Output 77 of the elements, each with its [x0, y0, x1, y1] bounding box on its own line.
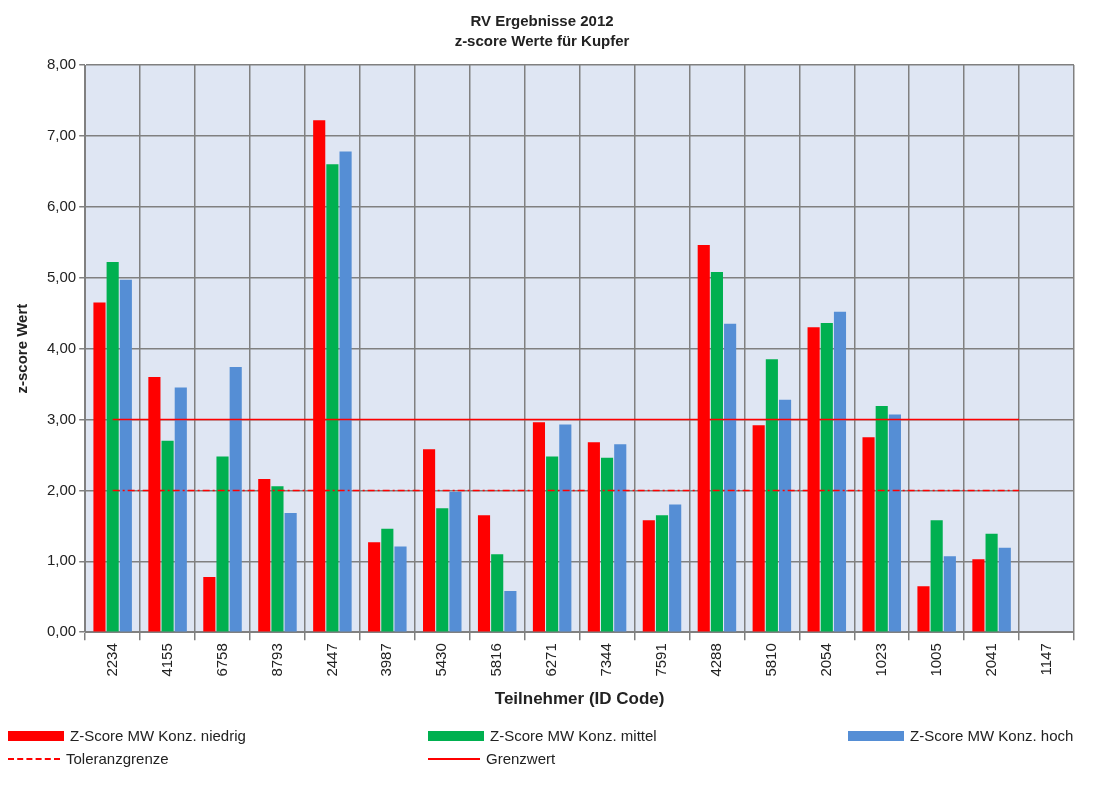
bar	[888, 414, 901, 632]
bar	[601, 457, 614, 632]
chart-subtitle: z-score Werte für Kupfer	[454, 32, 630, 50]
x-tick-label: 2041	[981, 643, 999, 677]
y-tick-label: 2,00	[46, 480, 77, 498]
legend-label: Z-Score MW Konz. mittel	[490, 727, 657, 744]
bar	[943, 556, 956, 632]
x-tick-label: 5810	[762, 643, 780, 677]
bar	[710, 272, 723, 632]
y-tick-label: 6,00	[46, 196, 77, 214]
bar	[174, 387, 187, 632]
bar	[972, 559, 985, 632]
y-tick-label: 3,00	[46, 409, 77, 427]
x-tick-label: 5430	[432, 643, 450, 677]
y-tick-label: 4,00	[46, 338, 77, 356]
bar	[833, 311, 847, 632]
bar	[546, 456, 559, 632]
x-tick-label: 2234	[102, 643, 120, 677]
bar	[93, 302, 106, 632]
legend-label: Z-Score MW Konz. hoch	[910, 727, 1074, 744]
x-tick-label: 1023	[871, 643, 889, 677]
y-tick-label: 7,00	[46, 126, 77, 144]
y-tick-label: 8,00	[46, 55, 77, 73]
bar	[504, 591, 517, 632]
bar	[381, 528, 394, 632]
x-tick-label: 1005	[926, 643, 944, 677]
bar	[449, 491, 462, 632]
bar	[284, 513, 297, 632]
bar	[998, 547, 1011, 632]
x-tick-label: 1147	[1036, 643, 1054, 676]
x-tick-label: 5816	[487, 643, 505, 677]
x-axis-title: Teilnehmer (ID Code)	[494, 689, 665, 709]
bar	[216, 456, 229, 632]
bar	[820, 323, 833, 632]
bar	[930, 520, 943, 632]
bar	[559, 424, 572, 632]
x-tick-label: 4288	[707, 643, 725, 677]
bar	[203, 576, 216, 632]
x-tick-label: 4155	[157, 643, 175, 677]
y-tick-label: 5,00	[46, 267, 77, 285]
legend-label: Grenzwert	[486, 750, 556, 767]
bar	[229, 367, 242, 632]
bar	[394, 546, 407, 632]
bar	[765, 359, 778, 632]
bar	[271, 486, 284, 632]
bar	[339, 151, 352, 632]
bar	[368, 542, 381, 632]
chart-title: RV Ergebnisse 2012	[470, 12, 614, 30]
legend-label: Z-Score MW Konz. niedrig	[70, 727, 246, 744]
bar	[491, 554, 504, 632]
bar	[477, 515, 491, 632]
x-tick-label: 6758	[212, 643, 230, 677]
bar	[985, 533, 998, 632]
bar	[724, 323, 737, 632]
bar	[119, 279, 132, 632]
x-tick-label: 2447	[322, 643, 340, 677]
bar	[917, 586, 930, 632]
bar	[436, 508, 449, 632]
bar	[161, 440, 174, 632]
y-tick-label: 0,00	[46, 622, 77, 640]
y-tick-label: 1,00	[46, 551, 77, 569]
x-tick-label: 7344	[597, 643, 615, 677]
bar	[642, 520, 655, 632]
x-tick-label: 2054	[816, 643, 834, 677]
bar	[326, 164, 339, 632]
bar	[875, 406, 888, 632]
x-tick-label: 8793	[267, 643, 285, 677]
x-tick-label: 3987	[377, 643, 395, 677]
bar	[106, 262, 119, 632]
bar	[669, 504, 682, 632]
legend-label: Toleranzgrenze	[66, 750, 169, 767]
y-axis-title: z-score Wert	[13, 303, 31, 394]
x-tick-label: 7591	[652, 643, 670, 677]
x-tick-label: 6271	[542, 643, 560, 677]
bar	[614, 444, 627, 632]
bar	[655, 515, 669, 632]
bar	[778, 399, 792, 632]
